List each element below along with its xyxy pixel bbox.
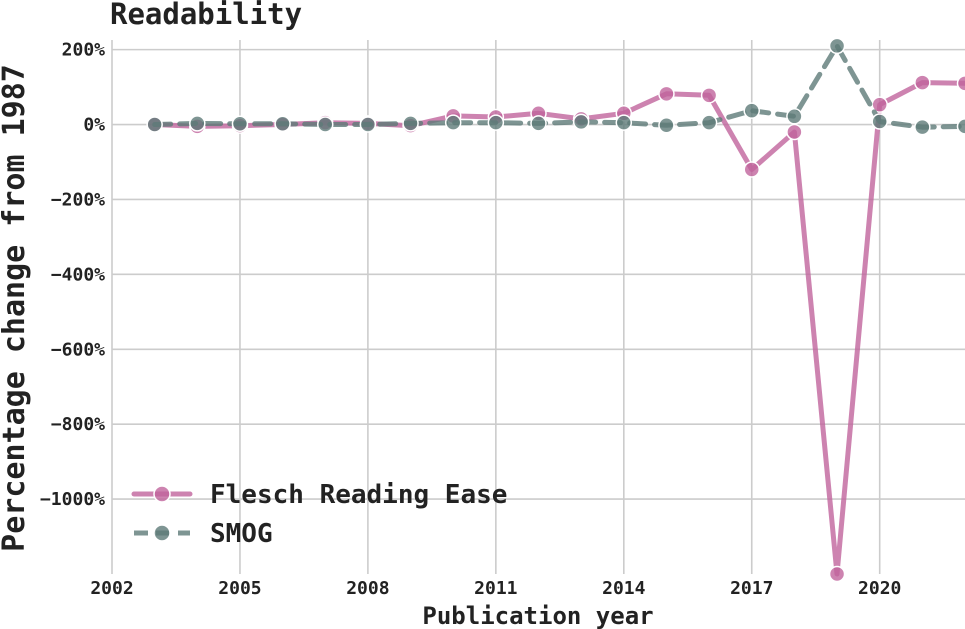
data-point <box>700 114 718 131</box>
x-tick-label: 2008 <box>346 578 389 599</box>
data-point <box>189 115 206 132</box>
y-tick-label: −800% <box>51 414 105 435</box>
x-tick-label: 2017 <box>730 578 773 599</box>
series-lines <box>146 37 965 583</box>
data-point <box>658 117 675 134</box>
chart-title: Readability <box>110 0 302 31</box>
data-point <box>786 108 803 125</box>
x-axis-ticks: 2002 2005 2008 2011 2014 2017 2020 <box>90 578 901 599</box>
data-point <box>274 115 291 133</box>
y-tick-label: −200% <box>51 189 105 210</box>
data-point <box>530 115 547 132</box>
data-point <box>317 116 334 133</box>
data-point <box>914 74 931 91</box>
legend-marker-smog <box>153 524 171 542</box>
data-point <box>231 115 249 133</box>
data-point <box>487 114 505 131</box>
data-point <box>146 116 163 133</box>
legend-label-smog: SMOG <box>210 519 273 549</box>
data-point <box>871 113 888 130</box>
y-axis-label: Percentage change from 1987 <box>0 64 32 552</box>
legend-label-flesch: Flesch Reading Ease <box>210 480 507 510</box>
data-point <box>786 123 803 141</box>
data-point <box>658 85 675 103</box>
x-axis-label: Publication year <box>422 602 653 629</box>
data-point <box>615 114 633 131</box>
series-smog <box>146 37 965 136</box>
data-point <box>914 118 931 136</box>
data-point <box>743 161 760 178</box>
data-point <box>828 37 846 55</box>
data-point <box>956 118 965 135</box>
data-point <box>828 565 846 583</box>
x-tick-label: 2005 <box>218 578 261 599</box>
y-axis-ticks: 200% 0% −200% −400% −600% −800% −1000% <box>40 40 105 510</box>
data-point <box>402 115 419 132</box>
x-tick-label: 2014 <box>602 578 646 599</box>
x-tick-label: 2002 <box>90 578 133 599</box>
legend: Flesch Reading Ease SMOG <box>131 480 507 549</box>
data-point <box>700 87 718 104</box>
y-tick-label: 0% <box>83 115 105 136</box>
data-point <box>572 113 590 131</box>
data-point <box>956 75 965 92</box>
y-tick-label: −600% <box>51 339 105 360</box>
data-point <box>743 102 760 119</box>
data-point <box>359 116 377 133</box>
y-tick-label: 200% <box>62 40 106 61</box>
y-tick-label: −400% <box>51 264 105 285</box>
legend-marker-flesch <box>153 485 171 503</box>
data-point <box>444 114 462 131</box>
x-tick-label: 2020 <box>858 578 901 599</box>
x-tick-label: 2011 <box>474 578 517 599</box>
y-tick-label: −1000% <box>40 489 105 510</box>
